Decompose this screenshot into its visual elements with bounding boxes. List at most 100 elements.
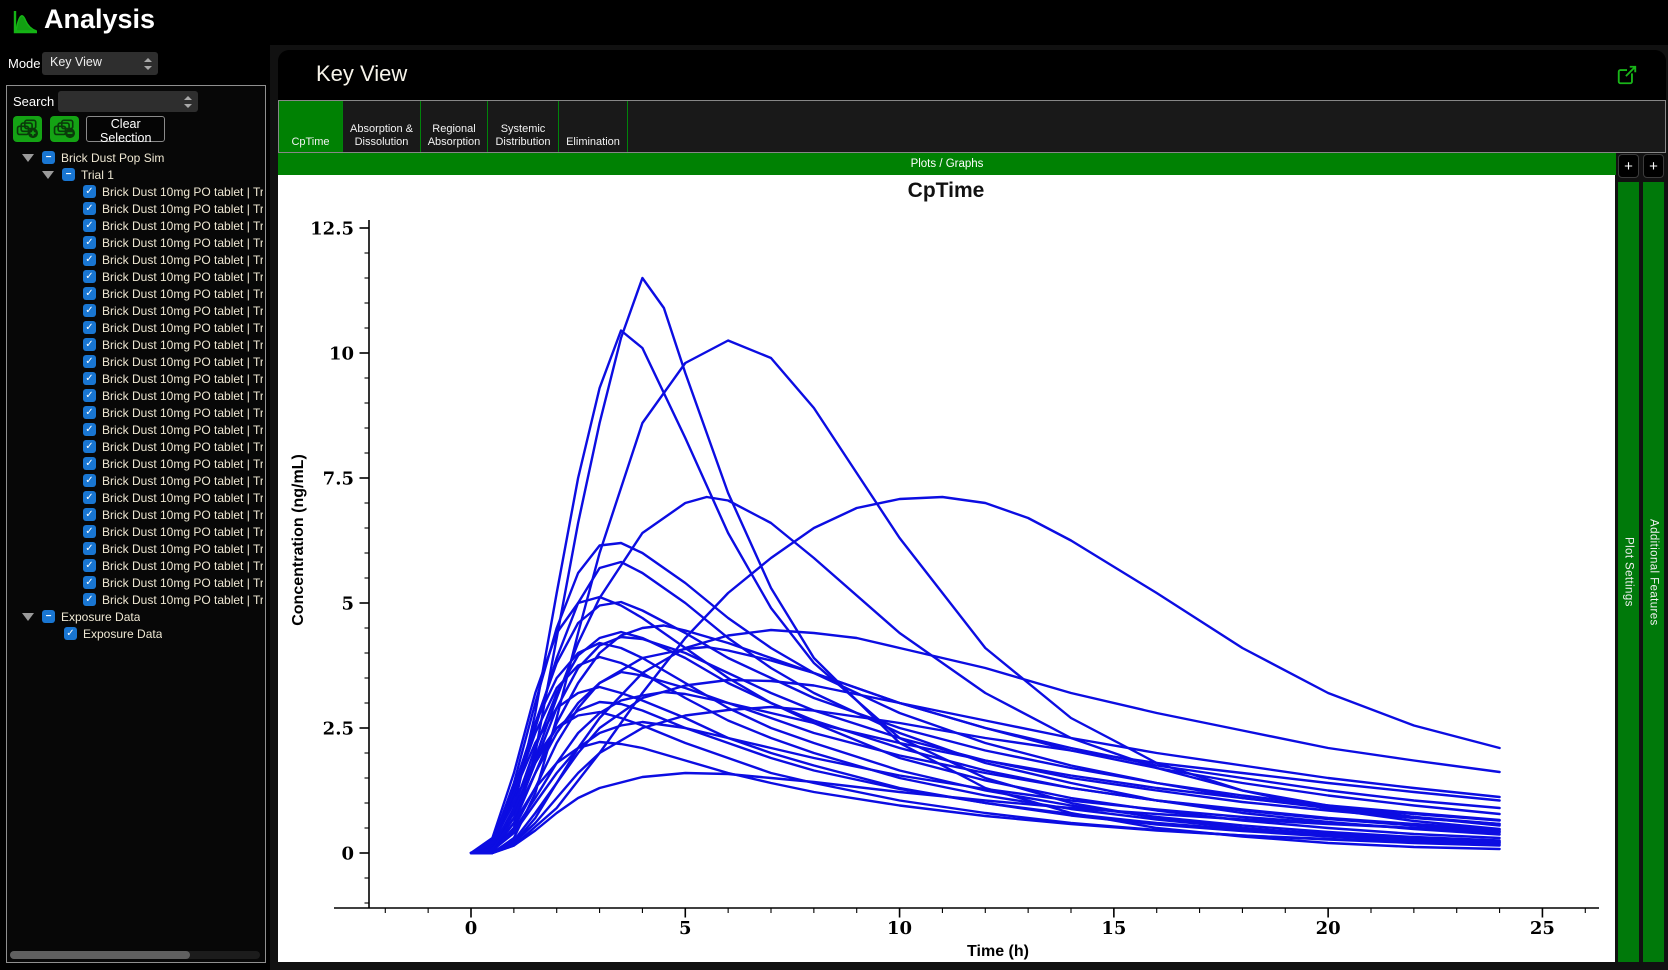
- tree-item-subject[interactable]: ✓ Brick Dust 10mg PO tablet | Tri: [9, 302, 263, 319]
- checkbox-checked[interactable]: ✓: [83, 457, 96, 470]
- tree-item-exposure[interactable]: ✓ Exposure Data: [9, 625, 263, 642]
- expand-collapse-icon[interactable]: [22, 153, 34, 162]
- clear-selection-button[interactable]: Clear Selection: [86, 116, 166, 145]
- expand-collapse-icon[interactable]: [42, 170, 54, 179]
- tree-item-subject[interactable]: ✓ Brick Dust 10mg PO tablet | Tri: [9, 404, 263, 421]
- tree-item-subject[interactable]: ✓ Brick Dust 10mg PO tablet | Tri: [9, 200, 263, 217]
- checkbox-checked[interactable]: ✓: [83, 525, 96, 538]
- tree-item-subject[interactable]: ✓ Brick Dust 10mg PO tablet | Tri: [9, 251, 263, 268]
- tree-item-subject[interactable]: ✓ Brick Dust 10mg PO tablet | Tri: [9, 183, 263, 200]
- tree-item-label: Brick Dust 10mg PO tablet | Tri: [102, 507, 263, 522]
- checkbox-checked[interactable]: ✓: [83, 491, 96, 504]
- tree-item-label: Brick Dust 10mg PO tablet | Tri: [102, 575, 263, 590]
- additional-features-panel-tab[interactable]: Additional Features: [1643, 182, 1664, 962]
- chart-title: CpTime: [908, 179, 985, 202]
- checkbox-checked[interactable]: ✓: [83, 423, 96, 436]
- checkbox-checked[interactable]: ✓: [83, 253, 96, 266]
- checkbox-checked[interactable]: ✓: [83, 338, 96, 351]
- x-tick-label: 5: [679, 918, 692, 939]
- tristate-checkbox[interactable]: −: [42, 610, 55, 623]
- tab-label: Regional Absorption: [427, 122, 481, 148]
- tree-item-label: Brick Dust 10mg PO tablet | Tri: [102, 371, 263, 386]
- tree-item-subject[interactable]: ✓ Brick Dust 10mg PO tablet | Tri: [9, 285, 263, 302]
- checkbox-checked[interactable]: ✓: [83, 559, 96, 572]
- tab-cptime[interactable]: CpTime: [279, 101, 343, 152]
- tree-item-subject[interactable]: ✓ Brick Dust 10mg PO tablet | Tri: [9, 387, 263, 404]
- tree-item-label: Brick Dust 10mg PO tablet | Tri: [102, 439, 263, 454]
- search-combobox[interactable]: [58, 91, 198, 112]
- tree-item-subject[interactable]: ✓ Brick Dust 10mg PO tablet | Tri: [9, 217, 263, 234]
- open-external-button[interactable]: [1616, 64, 1638, 86]
- tristate-checkbox[interactable]: −: [62, 168, 75, 181]
- add-plot-settings-button[interactable]: +: [1618, 154, 1639, 178]
- spinner-icon[interactable]: [144, 57, 152, 70]
- checkbox-checked[interactable]: ✓: [83, 236, 96, 249]
- checkbox-checked[interactable]: ✓: [83, 440, 96, 453]
- checkbox-checked[interactable]: ✓: [83, 270, 96, 283]
- add-additional-features-button[interactable]: +: [1643, 154, 1664, 178]
- concentration-curve: [469, 495, 1501, 855]
- tab-absorption-dissolution[interactable]: Absorption & Dissolution: [343, 101, 421, 152]
- checkbox-checked[interactable]: ✓: [83, 287, 96, 300]
- tree-item-subject[interactable]: ✓ Brick Dust 10mg PO tablet | Tri: [9, 557, 263, 574]
- tree-item-subject[interactable]: ✓ Brick Dust 10mg PO tablet | Tri: [9, 540, 263, 557]
- tree-item-subject[interactable]: ✓ Brick Dust 10mg PO tablet | Tri: [9, 489, 263, 506]
- plot-settings-label: Plot Settings: [1622, 537, 1635, 607]
- tab-regional-absorption[interactable]: Regional Absorption: [421, 101, 488, 152]
- tree-item-subject[interactable]: ✓ Brick Dust 10mg PO tablet | Tri: [9, 336, 263, 353]
- tree-item-subject[interactable]: ✓ Brick Dust 10mg PO tablet | Tri: [9, 574, 263, 591]
- mode-select-value: Key View: [50, 55, 102, 69]
- checkbox-checked[interactable]: ✓: [83, 593, 96, 606]
- checkbox-checked[interactable]: ✓: [83, 406, 96, 419]
- tree-horizontal-scrollbar[interactable]: [10, 951, 260, 959]
- tree-item-subject[interactable]: ✓ Brick Dust 10mg PO tablet | Tri: [9, 421, 263, 438]
- app-header: Analysis: [0, 0, 270, 45]
- tree-node-root[interactable]: − Brick Dust Pop Sim: [9, 149, 263, 166]
- checkbox-checked[interactable]: ✓: [83, 185, 96, 198]
- spinner-icon[interactable]: [184, 95, 192, 108]
- tab-elimination[interactable]: Elimination: [559, 101, 628, 152]
- checkbox-checked[interactable]: ✓: [83, 372, 96, 385]
- checkbox-checked[interactable]: ✓: [83, 321, 96, 334]
- tree-item-subject[interactable]: ✓ Brick Dust 10mg PO tablet | Tri: [9, 455, 263, 472]
- expand-collapse-icon[interactable]: [22, 612, 34, 621]
- tree-item-subject[interactable]: ✓ Brick Dust 10mg PO tablet | Tri: [9, 523, 263, 540]
- mode-row: Mode Key View: [0, 52, 270, 76]
- checkbox-checked[interactable]: ✓: [83, 508, 96, 521]
- plots-graphs-bar[interactable]: Plots / Graphs: [278, 153, 1616, 175]
- tree-item-subject[interactable]: ✓ Brick Dust 10mg PO tablet | Tri: [9, 591, 263, 608]
- tree-item-subject[interactable]: ✓ Brick Dust 10mg PO tablet | Tri: [9, 319, 263, 336]
- tree-item-label: Brick Dust 10mg PO tablet | Tri: [102, 388, 263, 403]
- deselect-all-button[interactable]: [50, 116, 79, 142]
- concentration-curve: [469, 705, 1501, 855]
- cptime-chart[interactable]: 0 5 10 15 20 25 0 2.5 5 7.5 10 12.5 CpTime Time (h) Co…: [278, 175, 1615, 962]
- checkbox-checked[interactable]: ✓: [83, 576, 96, 589]
- checkbox-checked[interactable]: ✓: [83, 542, 96, 555]
- tree-item-subject[interactable]: ✓ Brick Dust 10mg PO tablet | Tri: [9, 268, 263, 285]
- checkbox-checked[interactable]: ✓: [64, 627, 77, 640]
- checkbox-checked[interactable]: ✓: [83, 355, 96, 368]
- plot-settings-panel-tab[interactable]: Plot Settings: [1618, 182, 1639, 962]
- checkbox-checked[interactable]: ✓: [83, 389, 96, 402]
- select-all-button[interactable]: [13, 116, 42, 142]
- tree-item-subject[interactable]: ✓ Brick Dust 10mg PO tablet | Tri: [9, 370, 263, 387]
- checkbox-checked[interactable]: ✓: [83, 202, 96, 215]
- checkbox-checked[interactable]: ✓: [83, 219, 96, 232]
- search-input[interactable]: [64, 93, 180, 107]
- x-tick-label: 25: [1530, 918, 1555, 939]
- tab-systemic-distribution[interactable]: Systemic Distribution: [488, 101, 559, 152]
- tree-item-label: Brick Dust 10mg PO tablet | Tri: [102, 422, 263, 437]
- tree-item-subject[interactable]: ✓ Brick Dust 10mg PO tablet | Tri: [9, 472, 263, 489]
- mode-select[interactable]: Key View: [42, 52, 158, 75]
- checkbox-checked[interactable]: ✓: [83, 474, 96, 487]
- tree-item-subject[interactable]: ✓ Brick Dust 10mg PO tablet | Tri: [9, 353, 263, 370]
- tree-item-subject[interactable]: ✓ Brick Dust 10mg PO tablet | Tri: [9, 234, 263, 251]
- tree-item-subject[interactable]: ✓ Brick Dust 10mg PO tablet | Tri: [9, 506, 263, 523]
- tristate-checkbox[interactable]: −: [42, 151, 55, 164]
- tree-item-label: Brick Dust 10mg PO tablet | Tri: [102, 303, 263, 318]
- checkbox-checked[interactable]: ✓: [83, 304, 96, 317]
- scrollbar-thumb[interactable]: [10, 951, 190, 959]
- tree-node-trial[interactable]: − Trial 1: [9, 166, 263, 183]
- tree-node-exposure[interactable]: − Exposure Data: [9, 608, 263, 625]
- tree-item-subject[interactable]: ✓ Brick Dust 10mg PO tablet | Tri: [9, 438, 263, 455]
